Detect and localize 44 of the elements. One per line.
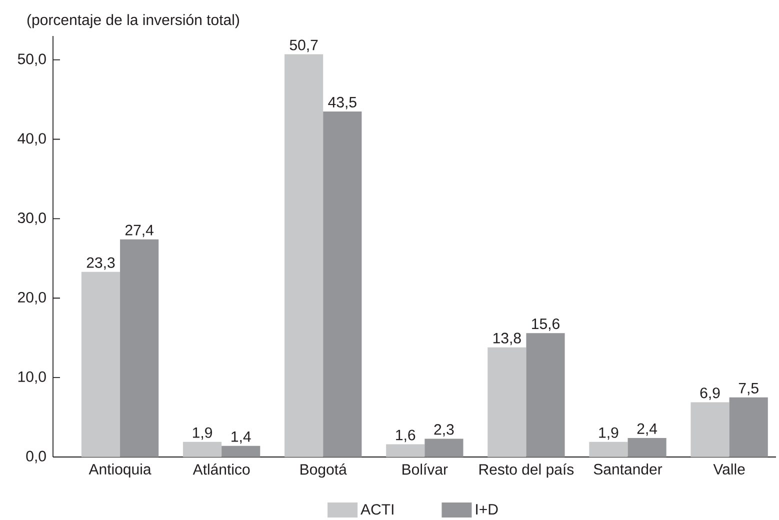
x-tick-label: Valle [713, 464, 745, 475]
y-axis-title: (porcentaje de la inversión total) [27, 14, 239, 28]
data-label: 2,4 [637, 423, 658, 436]
data-label: 1,9 [599, 427, 618, 440]
bar [589, 442, 628, 457]
x-tick-label: Bolívar [402, 464, 448, 475]
data-label: 1,9 [192, 427, 212, 440]
x-tick-label: Antioquia [88, 464, 152, 478]
data-label: 1,4 [232, 431, 251, 444]
y-tick-label: 10,0 [18, 371, 46, 384]
x-tick-label: Santander [594, 464, 662, 475]
bar [386, 444, 425, 457]
y-tick-label: 20,0 [18, 292, 46, 304]
data-label: 13,8 [493, 332, 521, 346]
bar [284, 54, 324, 457]
bar [424, 438, 464, 457]
legend-label: ACTI [360, 504, 394, 515]
data-label: 7,5 [738, 382, 758, 396]
y-tick-label: 40,0 [18, 133, 46, 146]
y-tick-label: 30,0 [18, 212, 46, 225]
bar [182, 442, 222, 457]
x-tick-label: Atlántico [192, 464, 250, 475]
data-label: 50,7 [290, 40, 318, 52]
bar [526, 333, 565, 457]
bar [690, 402, 730, 457]
bar [323, 111, 362, 457]
bar [628, 438, 666, 457]
legend-label: I+D [476, 504, 498, 514]
data-label: 1,6 [396, 430, 416, 442]
bar [729, 397, 768, 457]
y-tick-label: 50,0 [18, 54, 46, 66]
bar [488, 347, 526, 457]
data-label: 23,3 [86, 257, 115, 270]
y-tick-label: 0,0 [26, 450, 46, 464]
data-label: 15,6 [532, 318, 560, 331]
bar [120, 239, 159, 457]
data-label: 43,5 [328, 96, 356, 110]
data-label: 2,3 [434, 424, 454, 437]
data-label: 27,4 [125, 224, 154, 238]
data-label: 6,9 [700, 388, 720, 400]
x-tick-label: Resto del país [479, 464, 574, 478]
bar [222, 446, 260, 457]
x-tick-label: Bogotá [300, 464, 347, 478]
bar [81, 272, 120, 457]
